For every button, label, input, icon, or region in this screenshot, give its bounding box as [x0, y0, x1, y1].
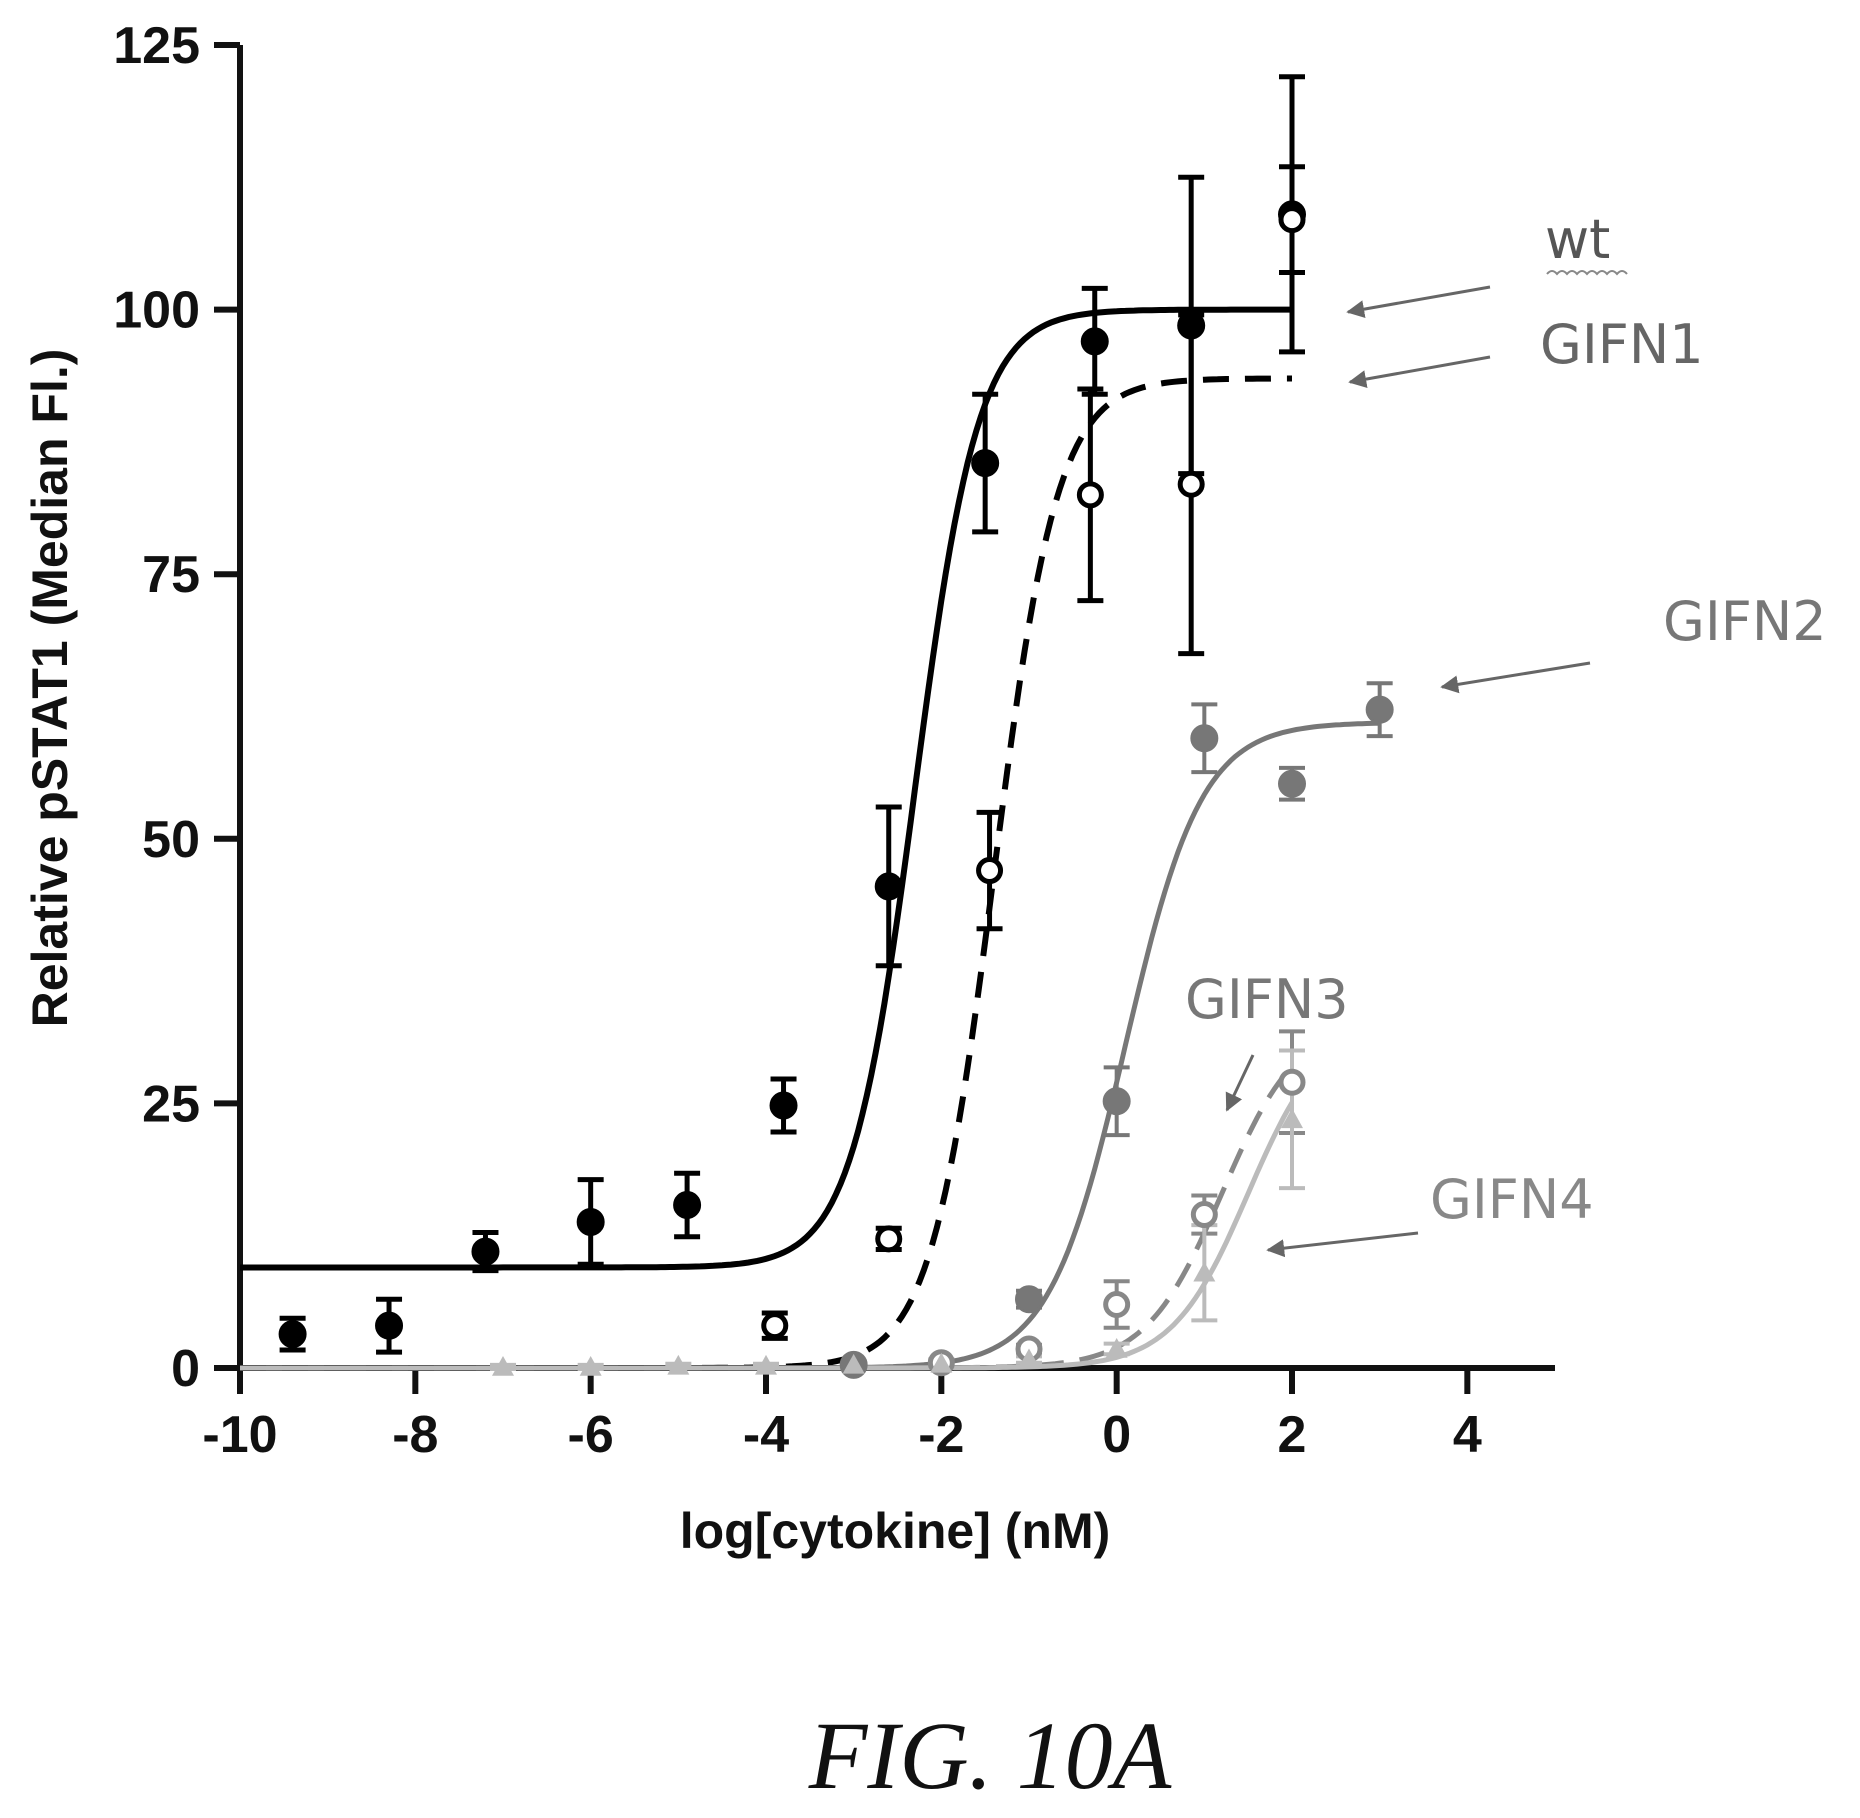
- data-point: [842, 1353, 865, 1374]
- data-point: [1190, 724, 1219, 753]
- figure-caption: FIG. 10A: [808, 1702, 1172, 1809]
- data-point: [1018, 1348, 1040, 1369]
- annotation-arrow: [1440, 661, 1591, 694]
- data-point: [1177, 311, 1206, 340]
- x-axis-label: log[cytokine] (nM): [680, 1503, 1111, 1559]
- data-point: [1080, 327, 1109, 356]
- data-point: [278, 1320, 307, 1349]
- data-point: [1105, 1337, 1128, 1358]
- x-tick-label: -10: [202, 1406, 277, 1464]
- data-point: [1365, 695, 1394, 724]
- x-tick-label: -4: [743, 1406, 789, 1464]
- fit-curve-gifn1: [240, 375, 1292, 1371]
- y-axis-label: Relative pSTAT1 (Median Fl.): [22, 349, 78, 1028]
- annotation-arrow: [1266, 1231, 1419, 1258]
- data-point: [1278, 206, 1306, 234]
- data-point: [375, 1311, 404, 1340]
- data-points: [278, 200, 1394, 1379]
- y-tick-label: 125: [113, 17, 200, 75]
- annotation-arrow: [1348, 355, 1491, 389]
- data-point: [761, 1312, 789, 1340]
- data-point: [769, 1091, 798, 1120]
- data-point: [875, 1225, 903, 1253]
- data-point: [976, 857, 1004, 885]
- y-tick-label: 50: [142, 811, 200, 869]
- data-point: [492, 1355, 514, 1376]
- data-point: [1278, 769, 1306, 798]
- data-point: [1102, 1087, 1131, 1116]
- annotation-arrow: [1225, 1054, 1255, 1112]
- x-tick-label: -8: [392, 1406, 438, 1464]
- data-point: [1193, 1261, 1216, 1282]
- series-label-gifn2: GIFN2: [1663, 590, 1827, 653]
- data-point: [1103, 1290, 1131, 1318]
- series-label-gifn3: GIFN3: [1185, 968, 1349, 1031]
- y-tick-label: 75: [142, 546, 200, 604]
- data-point: [1076, 481, 1104, 509]
- axes: -10 -8 -6 -4 -2 0 2 4 0 25 50 75 100 125: [113, 17, 1555, 1464]
- data-point: [673, 1191, 702, 1220]
- data-point: [930, 1352, 953, 1373]
- data-point: [1278, 1068, 1306, 1096]
- data-point: [1190, 1201, 1218, 1229]
- x-tick-label: 2: [1278, 1406, 1307, 1464]
- fit-curve-wt: [240, 306, 1292, 1271]
- y-tick-label: 0: [171, 1340, 200, 1398]
- data-point: [755, 1354, 777, 1375]
- data-point: [971, 449, 1000, 478]
- series-label-gifn1: GIFN1: [1540, 313, 1704, 376]
- series-annotations: wt GIFN1 GIFN2 GIFN3 GIFN4: [1185, 208, 1827, 1258]
- error-bars: [279, 74, 1393, 1372]
- data-point: [576, 1207, 605, 1236]
- series-label-wt: wt: [1545, 208, 1610, 271]
- data-point: [667, 1354, 690, 1375]
- y-tick-label: 25: [142, 1075, 200, 1133]
- annotation-arrow: [1346, 285, 1491, 319]
- data-point: [874, 872, 903, 901]
- data-point: [471, 1237, 500, 1266]
- y-tick-label: 100: [113, 282, 200, 340]
- x-tick-label: -2: [918, 1406, 964, 1464]
- data-point: [1177, 470, 1205, 498]
- series-label-gifn4: GIFN4: [1430, 1168, 1594, 1231]
- label-underline: [1546, 270, 1628, 276]
- data-point: [1281, 1108, 1303, 1129]
- data-point: [579, 1355, 602, 1376]
- x-tick-label: -6: [568, 1406, 614, 1464]
- x-tick-label: 0: [1102, 1406, 1131, 1464]
- x-tick-label: 4: [1453, 1406, 1482, 1464]
- data-point: [1015, 1285, 1043, 1314]
